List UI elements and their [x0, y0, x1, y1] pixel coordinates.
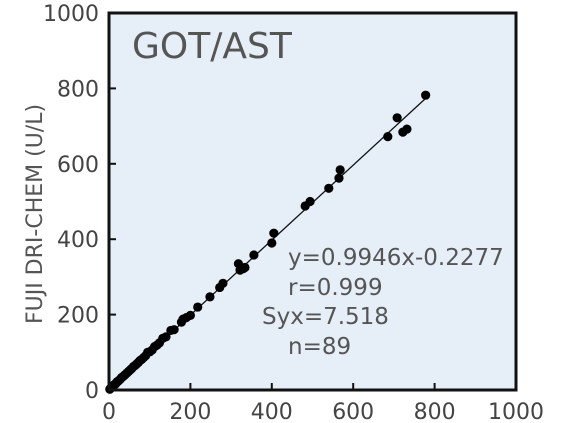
regression-equation: y=0.9946x-0.2277: [288, 245, 504, 271]
syx-value: Syx=7.518: [262, 304, 389, 330]
x-tick-label: 600: [332, 400, 374, 423]
y-tick-label: 400: [57, 228, 99, 253]
sample-count: n=89: [288, 334, 351, 360]
plot-frame: [107, 11, 518, 392]
data-point: [335, 165, 345, 175]
data-point: [402, 124, 412, 134]
data-point: [392, 113, 402, 123]
chart-title: GOT/AST: [132, 26, 293, 67]
x-tick-label: 0: [102, 400, 116, 423]
data-point: [421, 90, 431, 100]
data-point: [193, 302, 203, 312]
data-point: [249, 250, 259, 260]
data-point: [169, 325, 179, 335]
data-point: [240, 262, 250, 273]
data-point: [269, 228, 279, 238]
x-tick-label: 400: [251, 400, 293, 423]
y-tick-label: 0: [85, 379, 99, 404]
data-point: [161, 332, 171, 342]
data-point: [334, 173, 344, 183]
data-point: [383, 132, 393, 142]
y-tick-label: 200: [57, 304, 99, 329]
y-tick-label: 800: [57, 77, 99, 102]
x-tick-label: 200: [169, 400, 211, 423]
correlation-r: r=0.999: [288, 275, 383, 301]
data-point: [267, 238, 277, 248]
y-tick-label: 600: [57, 153, 99, 178]
data-point: [218, 278, 228, 288]
data-point: [324, 183, 334, 193]
y-axis-label: FUJI DRI-CHEM (U/L): [23, 104, 48, 324]
x-tick-label: 800: [414, 400, 456, 423]
data-point: [185, 310, 195, 320]
x-tick-label: 1000: [488, 400, 544, 423]
data-point: [205, 292, 215, 302]
y-tick-label: 1000: [43, 2, 99, 27]
data-point: [305, 196, 315, 207]
